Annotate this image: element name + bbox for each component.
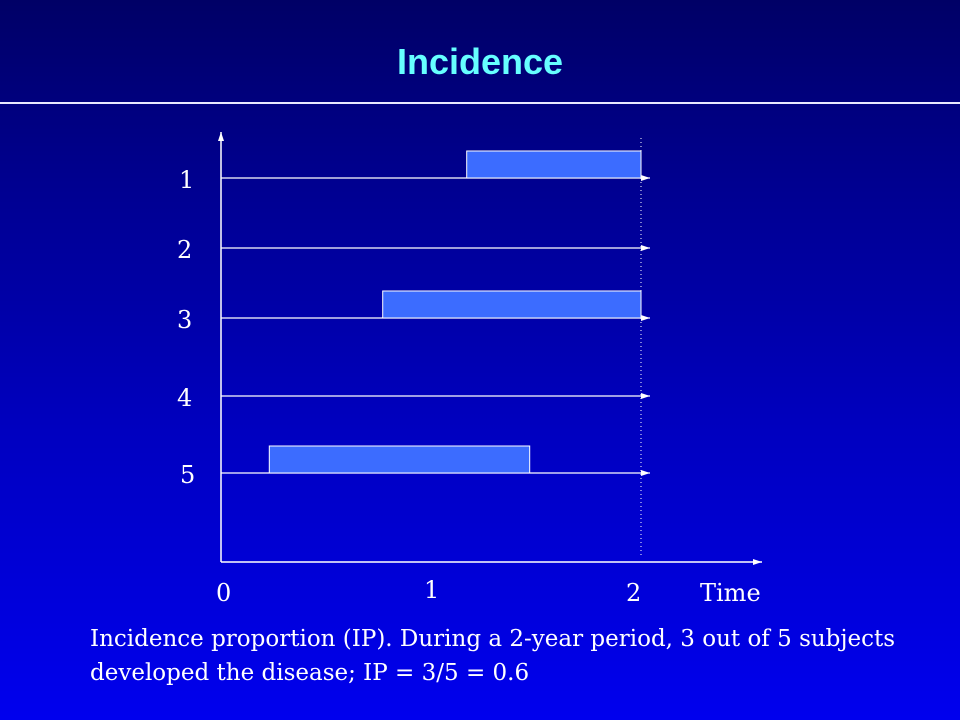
caption-line-2: developed the disease; IP = 3/5 = 0.6 <box>90 660 530 686</box>
title-divider <box>0 102 960 104</box>
subject-rows: 1 2 3 4 5 <box>177 150 650 489</box>
caption: Incidence proportion (IP). During a 2-ye… <box>90 622 950 690</box>
subject-label-5: 5 <box>180 461 195 489</box>
subject-label-1: 1 <box>179 166 194 194</box>
subject-label-3: 3 <box>177 306 192 334</box>
subject-label-4: 4 <box>177 384 192 412</box>
x-tick-label-1: 1 <box>424 576 439 604</box>
x-tick-label-0: 0 <box>216 579 231 607</box>
caption-line-1: Incidence proportion (IP). During a 2-ye… <box>90 626 896 652</box>
subject-3-disease-bar <box>382 290 642 319</box>
subject-label-2: 2 <box>177 236 192 264</box>
x-tick-label-2: 2 <box>626 579 641 607</box>
subject-5-disease-bar <box>268 445 531 474</box>
subject-1-disease-bar <box>466 150 642 179</box>
slide-title: Incidence <box>396 41 564 82</box>
x-axis-title: Time <box>700 579 761 607</box>
